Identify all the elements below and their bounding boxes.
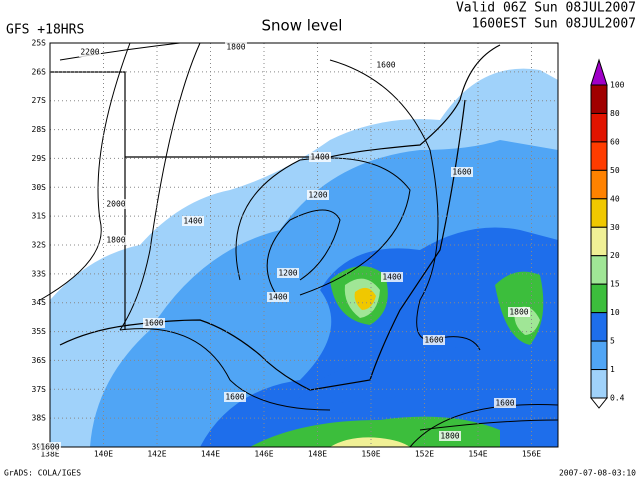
contour-label: 1200 bbox=[308, 191, 327, 200]
colorbar-box bbox=[590, 112, 608, 143]
contour-label: 1600 bbox=[144, 319, 163, 328]
colorbar-box bbox=[590, 283, 608, 314]
footer-left: GrADS: COLA/IGES bbox=[4, 469, 81, 478]
lon-label: 156E bbox=[522, 450, 541, 459]
contour-label-bg bbox=[375, 60, 397, 70]
contour-label: 1600 bbox=[424, 336, 443, 345]
colorbar-label: 5 bbox=[610, 337, 615, 346]
contour-label-bg bbox=[494, 398, 516, 408]
lat-label: 26S bbox=[32, 67, 47, 76]
colorbar-box bbox=[590, 312, 608, 342]
contour-label-bg bbox=[277, 268, 299, 278]
contour-label: 1600 bbox=[225, 393, 244, 402]
contour-label-bg bbox=[39, 442, 61, 452]
contour-label: 2000 bbox=[106, 200, 125, 209]
footer-right: 2007-07-08-03:10 bbox=[559, 469, 636, 478]
contour-label: 1800 bbox=[226, 43, 245, 52]
colorbar-box bbox=[590, 369, 608, 399]
lon-label: 154E bbox=[468, 450, 487, 459]
contour-label: 1600 bbox=[452, 168, 471, 177]
colorbar-label: 15 bbox=[610, 280, 620, 289]
colorbar-label: 100 bbox=[610, 81, 625, 90]
colorbar-label: 10 bbox=[610, 308, 620, 317]
contour-label: 2200 bbox=[80, 48, 99, 57]
lat-label: 37S bbox=[32, 385, 47, 394]
colorbar-label: 20 bbox=[610, 251, 620, 260]
colorbar-label: 50 bbox=[610, 166, 620, 175]
contour-label-bg bbox=[307, 190, 329, 200]
colorbar-label: 1 bbox=[610, 365, 615, 374]
colorbar-label: 30 bbox=[610, 223, 620, 232]
contour-label-bg bbox=[439, 431, 461, 441]
colorbar-box bbox=[590, 226, 608, 257]
contours bbox=[39, 42, 559, 448]
lat-label: 39S bbox=[32, 443, 47, 452]
lat-label: 31S bbox=[32, 212, 47, 221]
contour-label-bg bbox=[224, 392, 246, 402]
contour-label: 1200 bbox=[278, 269, 297, 278]
lat-label: 36S bbox=[32, 356, 47, 365]
valid-time: Valid 06Z Sun 08JUL2007 bbox=[456, 1, 636, 16]
map-frame bbox=[49, 42, 559, 448]
lat-label: 32S bbox=[32, 241, 47, 250]
contour-label: 1400 bbox=[382, 273, 401, 282]
contour-label: 1600 bbox=[376, 61, 395, 70]
colorbar-end bbox=[589, 397, 609, 409]
contour-label-bg bbox=[451, 167, 473, 177]
lat-label: 27S bbox=[32, 96, 47, 105]
lat-label: 38S bbox=[32, 414, 47, 423]
colorbar-box bbox=[590, 141, 608, 171]
lat-label: 28S bbox=[32, 125, 47, 134]
lon-label: 142E bbox=[147, 450, 166, 459]
colorbar-label: 80 bbox=[610, 109, 620, 118]
lat-label: 33S bbox=[32, 269, 47, 278]
contour-label-bg bbox=[508, 307, 530, 317]
colorbar-box bbox=[590, 340, 608, 371]
contour-label-bg bbox=[105, 199, 127, 209]
colorbar-box bbox=[590, 84, 608, 114]
local-time: 1600EST Sun 08JUL2007 bbox=[472, 17, 636, 32]
lon-label: 152E bbox=[415, 450, 434, 459]
contour-label-bg bbox=[225, 42, 247, 52]
title: Snow level bbox=[262, 17, 343, 35]
lon-label: 138E bbox=[40, 450, 59, 459]
contour-label: 1800 bbox=[509, 308, 528, 317]
snow-shading bbox=[50, 68, 558, 448]
lon-label: 146E bbox=[254, 450, 273, 459]
contour-label: 1400 bbox=[268, 293, 287, 302]
lon-label: 148E bbox=[308, 450, 327, 459]
colorbar-box bbox=[590, 169, 608, 200]
lat-label: 29S bbox=[32, 154, 47, 163]
colorbar-box bbox=[590, 198, 608, 228]
lon-label: 140E bbox=[94, 450, 113, 459]
lat-label: 34S bbox=[32, 298, 47, 307]
lat-label: 35S bbox=[32, 327, 47, 336]
contour-label-bg bbox=[79, 47, 101, 57]
contour-label-bg bbox=[309, 152, 331, 162]
colorbar-label: 60 bbox=[610, 137, 620, 146]
contour-label-bg bbox=[105, 235, 127, 245]
colorbar-label: 0.4 bbox=[610, 394, 625, 403]
contour-label: 1400 bbox=[310, 153, 329, 162]
graticule bbox=[50, 43, 558, 447]
colorbar-cap bbox=[590, 58, 608, 86]
contour-label-bg bbox=[267, 292, 289, 302]
contour-label: 1600 bbox=[495, 399, 514, 408]
lat-label: 25S bbox=[32, 39, 47, 48]
contour-label-bg bbox=[143, 318, 165, 328]
lon-label: 150E bbox=[361, 450, 380, 459]
contour-label-bg bbox=[381, 272, 403, 282]
contour-label: 1800 bbox=[106, 236, 125, 245]
contour-label: 1600 bbox=[40, 443, 59, 452]
colorbar-box bbox=[590, 255, 608, 285]
contour-label-bg bbox=[423, 335, 445, 345]
contour-label: 1800 bbox=[440, 432, 459, 441]
colorbar-label: 40 bbox=[610, 194, 620, 203]
contour-label: 1400 bbox=[183, 217, 202, 226]
lat-label: 30S bbox=[32, 183, 47, 192]
lon-label: 144E bbox=[201, 450, 220, 459]
model-label: GFS +18HRS bbox=[6, 23, 84, 38]
contour-label-bg bbox=[182, 216, 204, 226]
